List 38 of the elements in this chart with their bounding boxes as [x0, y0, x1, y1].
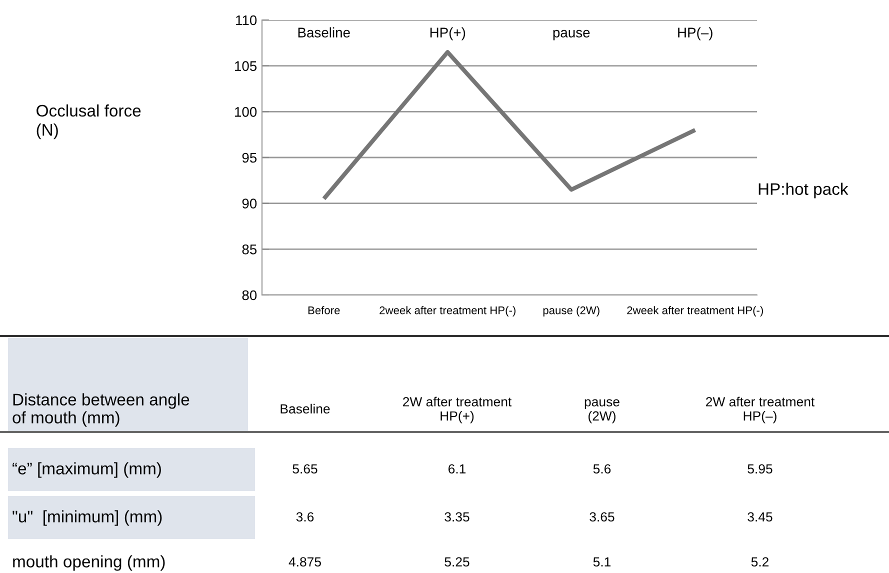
y-tick-label: 90	[242, 198, 257, 209]
annotation: Baseline	[298, 27, 350, 38]
text: HP:hot pack	[758, 182, 848, 198]
data-label: 3.6	[296, 512, 314, 522]
data-label: 5.65	[292, 464, 318, 474]
x-tick-label: pause (2W)	[584, 399, 620, 424]
data-label: 5.2	[751, 557, 769, 567]
x-tick-label: 2W after treatment HP(+)	[403, 396, 512, 424]
line-series	[322, 50, 698, 201]
y-tick-label: "u" [minimum] (mm)	[12, 510, 162, 526]
y-tick-label: 100	[235, 107, 257, 117]
data-label: 3.35	[444, 512, 470, 522]
data-label: 5.6	[593, 464, 611, 474]
y-tick-label: 95	[242, 152, 257, 163]
y-tick-label: 105	[235, 61, 257, 72]
x-tick-label: 2W after treatment HP(–)	[706, 396, 815, 424]
y-tick-label: 110	[236, 15, 257, 26]
y-axis-title: Distance between angle of mouth (mm)	[12, 393, 190, 427]
x-tick-label: 2week after treatment HP(-)	[380, 306, 516, 316]
x-tick-label: pause (2W)	[543, 306, 600, 316]
data-label: 5.25	[444, 557, 470, 567]
annotation: HP(+)	[430, 27, 466, 40]
y-tick-label: 80	[242, 290, 257, 300]
y-tick-label: 85	[242, 244, 257, 254]
data-label: 3.65	[590, 512, 614, 522]
x-tick-label: Baseline	[280, 404, 330, 414]
data-label: 6.1	[448, 464, 466, 474]
y-tick-label: “e” [maximum] (mm)	[12, 462, 161, 478]
data-label: 3.45	[748, 512, 772, 522]
data-label: 5.95	[748, 464, 772, 474]
annotation: pause	[553, 30, 590, 40]
y-tick-label: mouth opening (mm)	[13, 555, 165, 571]
annotation: HP(–)	[678, 27, 712, 40]
x-tick-label: Before	[308, 306, 340, 314]
data-label: 5.1	[593, 557, 611, 567]
data-label: 4.875	[288, 557, 321, 567]
y-axis-title: Occlusal force (N)	[36, 104, 141, 140]
x-tick-label: 2week after treatment HP(-)	[627, 306, 763, 316]
